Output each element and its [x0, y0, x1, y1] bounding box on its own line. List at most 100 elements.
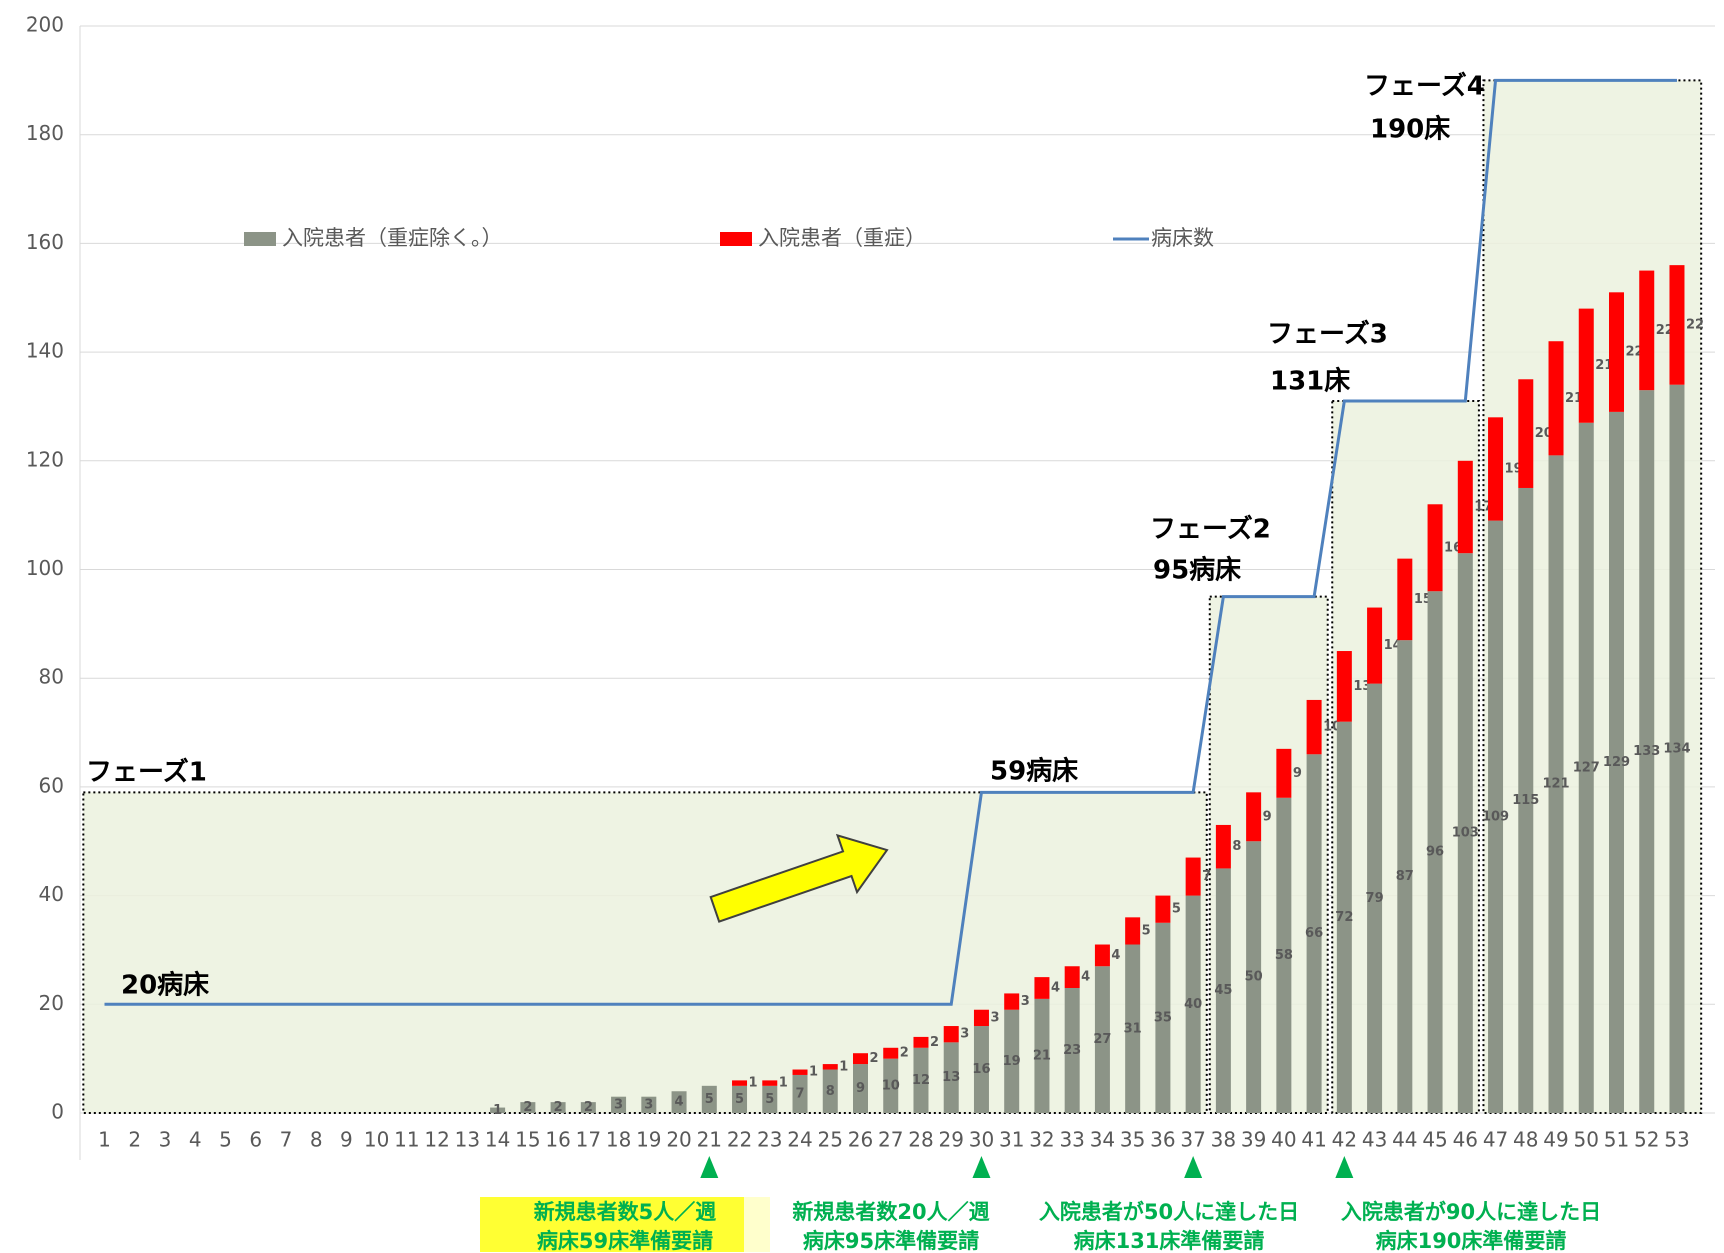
annotation: 190床 — [1370, 114, 1450, 145]
data-label: 3 — [1021, 994, 1030, 1009]
bar — [641, 1096, 657, 1113]
bar — [1548, 455, 1564, 1113]
x-tick-label: 19 — [636, 1128, 661, 1152]
legend-swatch — [720, 232, 752, 246]
bar — [1639, 390, 1655, 1113]
bar — [520, 1102, 536, 1113]
data-label: 12 — [912, 1073, 930, 1088]
x-tick-label: 40 — [1271, 1128, 1296, 1152]
annotation: フェーズ1 — [86, 757, 207, 788]
x-tick-label: 20 — [666, 1128, 691, 1152]
bar — [701, 1085, 717, 1113]
bar — [1306, 754, 1322, 1113]
bar — [1246, 841, 1262, 1113]
bar — [1488, 417, 1504, 521]
bar — [822, 1069, 838, 1113]
x-tick-label: 47 — [1483, 1128, 1508, 1152]
bar — [1125, 917, 1141, 945]
x-tick-label: 10 — [364, 1128, 389, 1152]
bar — [973, 1026, 989, 1113]
data-label: 23 — [1063, 1043, 1081, 1058]
data-label: 16 — [1444, 540, 1462, 555]
x-tick-label: 1 — [98, 1128, 111, 1152]
bar — [1518, 379, 1534, 488]
data-label: 5 — [1142, 923, 1151, 938]
data-label: 127 — [1573, 760, 1600, 775]
bar — [1669, 384, 1685, 1114]
data-label: 45 — [1214, 983, 1232, 998]
bar — [1336, 651, 1352, 722]
bar — [1004, 993, 1020, 1010]
x-tick-label: 30 — [969, 1128, 994, 1152]
data-label: 17 — [1474, 499, 1492, 514]
x-tick-label: 38 — [1211, 1128, 1236, 1152]
x-tick-label: 3 — [159, 1128, 172, 1152]
data-label: 22 — [1656, 323, 1674, 338]
data-label: 109 — [1482, 809, 1509, 824]
data-label: 79 — [1366, 891, 1384, 906]
x-tick-label: 25 — [818, 1128, 843, 1152]
data-label: 1 — [493, 1103, 502, 1118]
x-tick-label: 6 — [249, 1128, 262, 1152]
data-label: 133 — [1633, 744, 1660, 759]
legend-label: 病床数 — [1151, 226, 1214, 250]
bar — [1669, 265, 1685, 385]
x-tick-label: 5 — [219, 1128, 232, 1152]
x-tick-label: 11 — [394, 1128, 419, 1152]
y-tick-label: 100 — [26, 556, 64, 580]
note: 入院患者が50人に達した日 — [1039, 1200, 1299, 1224]
legend-label: 入院患者（重症） — [758, 226, 926, 250]
data-label: 115 — [1512, 793, 1539, 808]
bar — [1125, 944, 1141, 1113]
x-tick-label: 31 — [999, 1128, 1024, 1152]
y-tick-label: 40 — [39, 882, 64, 906]
data-label: 27 — [1093, 1032, 1111, 1047]
bar — [1185, 857, 1201, 896]
data-label: 2 — [523, 1100, 532, 1115]
bar — [853, 1053, 868, 1065]
bar — [1034, 977, 1050, 999]
bar — [822, 1064, 838, 1070]
data-label: 13 — [1353, 679, 1371, 694]
bar — [1064, 966, 1080, 988]
line — [104, 78, 1677, 1006]
annotation: フェーズ4 — [1364, 71, 1485, 102]
x-tick-label: 27 — [878, 1128, 903, 1152]
x-tick-label: 35 — [1120, 1128, 1145, 1152]
arrow-shape — [709, 833, 889, 923]
data-label: 2 — [900, 1046, 909, 1061]
data-label: 66 — [1305, 926, 1323, 941]
bar — [1094, 966, 1110, 1113]
x-tick-label: 51 — [1604, 1128, 1629, 1152]
phase-box — [82, 791, 1208, 1115]
note: 新規患者数5人／週 — [534, 1200, 717, 1224]
bar — [1548, 341, 1564, 456]
bar — [1457, 553, 1473, 1113]
marker-triangle — [972, 1156, 991, 1178]
data-label: 4 — [675, 1095, 684, 1110]
bar — [883, 1047, 899, 1059]
data-label: 4 — [1111, 948, 1120, 963]
x-tick-label: 28 — [908, 1128, 933, 1152]
bar — [1427, 591, 1443, 1113]
data-label: 58 — [1275, 948, 1293, 963]
data-label: 16 — [972, 1062, 990, 1077]
data-label: 87 — [1396, 869, 1414, 884]
data-label: 9 — [856, 1081, 865, 1096]
bar — [1578, 422, 1594, 1113]
x-tick-label: 22 — [727, 1128, 752, 1152]
data-label: 3 — [960, 1027, 969, 1042]
marker-triangle — [1184, 1156, 1203, 1178]
data-label: 5 — [1172, 902, 1181, 917]
data-label: 13 — [942, 1070, 960, 1085]
bar — [1215, 824, 1231, 869]
bar — [1427, 504, 1443, 592]
data-label: 8 — [826, 1084, 835, 1099]
bar — [1518, 487, 1534, 1114]
x-tick-label: 4 — [189, 1128, 202, 1152]
x-tick-label: 42 — [1332, 1128, 1357, 1152]
x-tick-label: 18 — [606, 1128, 631, 1152]
bar — [580, 1102, 596, 1113]
x-tick-label: 12 — [424, 1128, 449, 1152]
